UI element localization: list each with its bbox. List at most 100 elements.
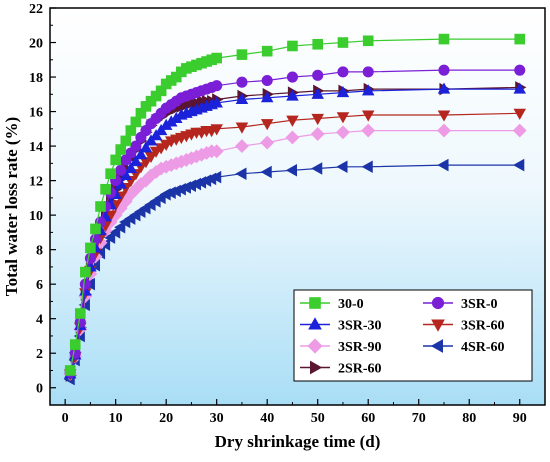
data-point-3sr-0 (312, 69, 324, 81)
data-point-3sr-60 (513, 108, 527, 120)
data-point-3sr-0 (286, 71, 298, 83)
data-point-30-0 (287, 40, 298, 52)
data-point-3sr-30 (311, 87, 324, 99)
data-point-4sr-60 (103, 231, 116, 244)
data-point-3sr-60 (210, 124, 223, 136)
data-point-3sr-0 (514, 64, 526, 76)
ticks-layer: 0 10 20 30 40 50 60 70 80 90 0 2 4 6 8 10 12 14 16 18 20 22 (29, 2, 527, 426)
data-point-3sr-0 (211, 80, 223, 92)
data-point-3sr-30 (134, 148, 148, 160)
y-tick-label: 4 (36, 313, 43, 328)
data-point-3sr-0 (337, 66, 349, 78)
data-point-3sr-0 (79, 278, 91, 290)
series-3sr-90 (63, 123, 527, 381)
data-point-3sr-30 (260, 91, 274, 103)
data-point-3sr-0 (115, 164, 127, 176)
y-tick-label: 18 (29, 71, 43, 86)
data-point-3sr-0 (438, 64, 450, 76)
data-point-4sr-60 (437, 158, 449, 172)
data-point-3sr-30 (361, 84, 375, 96)
y-tick-label: 8 (36, 244, 43, 259)
data-point-3sr-30 (286, 89, 299, 101)
data-point-3sr-90 (361, 123, 376, 138)
legend-item-3sr-60: 3SR-60 (423, 319, 505, 334)
legend-label: 30-0 (338, 297, 364, 312)
data-point-3sr-90 (310, 127, 325, 141)
legend-marker (431, 319, 445, 332)
y-tick-label: 0 (36, 382, 43, 397)
data-point-30-0 (90, 223, 101, 235)
data-point-3sr-30 (124, 161, 138, 174)
y-tick-label: 10 (29, 209, 43, 224)
data-point-30-0 (85, 242, 96, 254)
series-layer (63, 33, 527, 386)
data-point-30-0 (69, 339, 81, 350)
legend-marker (310, 360, 323, 375)
data-point-3sr-60 (235, 122, 249, 134)
data-point-4sr-60 (361, 160, 373, 174)
x-tick-label: 70 (412, 411, 426, 426)
data-point-3sr-30 (139, 141, 153, 153)
y-tick-label: 22 (29, 2, 43, 17)
legend-item-3sr-0: 3SR-0 (423, 296, 498, 312)
legend-item-2sr-60: 2SR-60 (300, 360, 382, 377)
y-tick-label: 12 (29, 175, 43, 190)
legend-item-30-0: 30-0 (300, 297, 364, 312)
data-point-30-0 (105, 168, 116, 180)
data-point-30-0 (64, 365, 76, 376)
data-point-3sr-90 (512, 123, 527, 138)
data-point-4sr-60 (311, 162, 323, 175)
data-point-3sr-60 (437, 110, 451, 122)
data-point-3sr-0 (261, 74, 273, 87)
data-point-30-0 (120, 135, 132, 147)
legend-label: 2SR-60 (338, 362, 382, 377)
x-tick-label: 0 (62, 411, 69, 426)
legend-item-3sr-30: 3SR-30 (300, 317, 382, 334)
data-point-3sr-90 (336, 125, 350, 140)
data-point-30-0 (362, 35, 374, 47)
data-point-3sr-30 (129, 155, 143, 167)
legend-marker (430, 339, 443, 353)
legend-box (293, 289, 533, 382)
data-point-3sr-30 (513, 82, 527, 94)
data-point-30-0 (80, 266, 91, 278)
data-point-30-0 (100, 183, 111, 195)
data-point-3sr-60 (286, 115, 299, 127)
data-point-3sr-90 (437, 123, 451, 138)
data-point-30-0 (514, 33, 526, 45)
data-point-30-0 (75, 308, 86, 319)
data-point-3sr-0 (236, 76, 248, 88)
series-30-0 (64, 33, 526, 376)
data-point-4sr-60 (260, 165, 272, 179)
x-tick-label: 20 (159, 411, 173, 426)
data-point-4sr-60 (210, 170, 222, 184)
legend-marker (431, 296, 445, 310)
data-point-4sr-60 (114, 220, 126, 234)
legend-marker (308, 317, 322, 330)
data-point-3sr-60 (311, 113, 324, 126)
y-tick-label: 14 (29, 140, 43, 155)
y-tick-label: 16 (29, 106, 43, 121)
x-tick-label: 50 (311, 411, 325, 426)
data-point-30-0 (211, 52, 222, 64)
data-point-3sr-30 (210, 96, 223, 108)
data-point-30-0 (95, 201, 106, 212)
data-point-4sr-60 (336, 160, 348, 174)
data-point-4sr-60 (513, 158, 525, 172)
data-point-30-0 (110, 154, 121, 166)
x-tick-label: 30 (210, 411, 224, 426)
data-point-4sr-60 (235, 167, 247, 180)
x-tick-label: 60 (361, 411, 375, 426)
data-point-3sr-90 (209, 144, 224, 159)
data-point-30-0 (337, 37, 349, 48)
legend-label: 3SR-30 (338, 319, 382, 334)
data-point-3sr-60 (260, 119, 274, 131)
y-tick-label: 2 (36, 347, 43, 362)
data-point-3sr-60 (336, 112, 350, 124)
legend-label: 3SR-60 (461, 319, 505, 334)
data-point-30-0 (312, 38, 324, 50)
legend-label: 3SR-90 (338, 340, 382, 355)
legend-item-3sr-90: 3SR-90 (300, 338, 382, 355)
